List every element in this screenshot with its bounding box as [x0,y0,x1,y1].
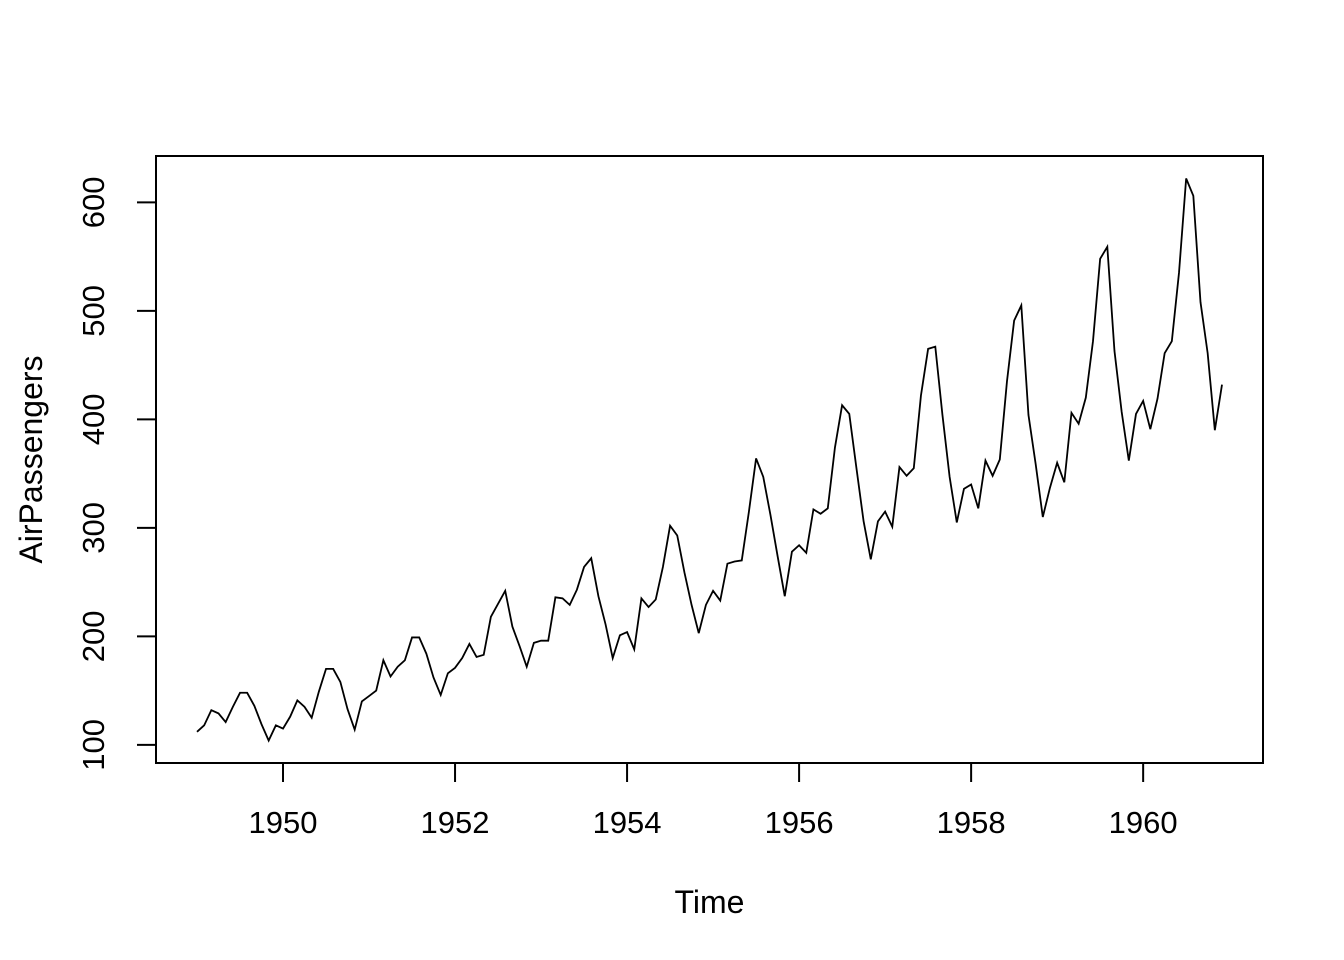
y-tick-label: 500 [76,285,111,337]
x-axis-title: Time [675,884,745,920]
x-tick-label: 1954 [593,805,662,840]
x-tick-label: 1960 [1109,805,1178,840]
y-axis: 100 200 300 400 500 600 [76,176,156,771]
series-line [196,178,1223,743]
y-tick-label: 400 [76,393,111,445]
x-tick-label: 1952 [421,805,490,840]
x-axis: 1950 1952 1954 1956 1958 1960 [249,763,1178,840]
y-tick-label: 200 [76,610,111,662]
plot-border [155,155,1264,764]
airpassengers-series [196,178,1223,743]
y-tick-label: 300 [76,502,111,554]
y-axis-title: AirPassengers [13,355,49,563]
plot-box [155,155,1264,764]
y-tick-label: 600 [76,176,111,228]
y-tick-label: 100 [76,719,111,771]
x-tick-label: 1958 [937,805,1006,840]
x-tick-label: 1956 [765,805,834,840]
x-tick-label: 1950 [249,805,318,840]
